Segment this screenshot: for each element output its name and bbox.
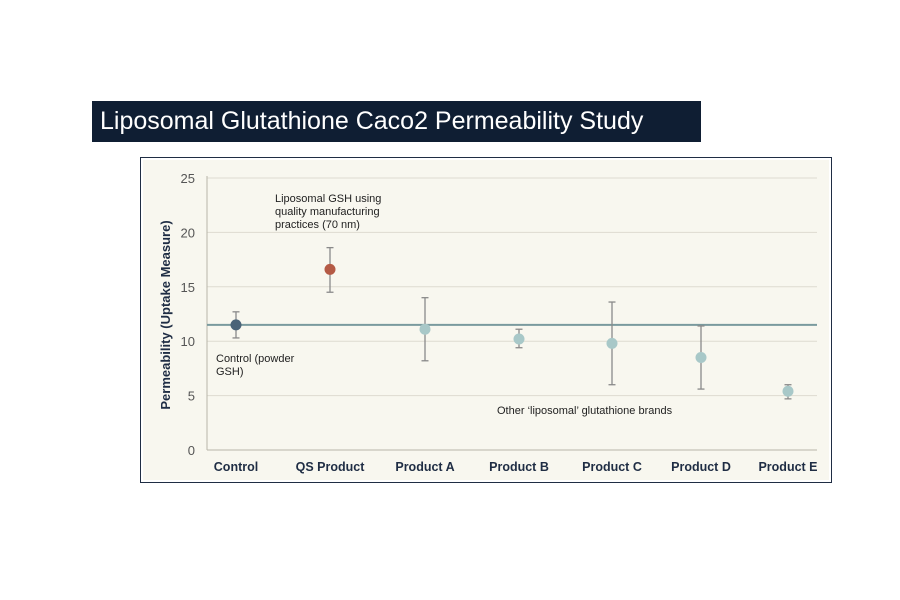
data-point [230,319,242,331]
chart-frame: Permeability (Uptake Measure) 0 5 10 15 20 25… [140,157,832,483]
category-label: Product C [582,460,642,474]
axes: 0 5 10 15 20 25 [181,171,817,458]
y-tick-label: 25 [181,171,195,186]
y-tick-label: 10 [181,334,195,349]
category-label: Product E [758,460,817,474]
annotation-line: Other ‘liposomal’ glutathione brands [497,405,673,417]
annotation-text: Other ‘liposomal’ glutathione brands [497,405,673,417]
annotation-line: GSH) [216,366,244,378]
annotation-text: Liposomal GSH using quality manufacturing… [275,193,381,231]
data-point [419,323,431,335]
annotation-text: Control (powder GSH) [216,353,295,378]
data-point [606,337,618,349]
category-label: Product A [395,460,454,474]
slide-title: Liposomal Glutathione Caco2 Permeability… [92,101,701,142]
gridlines [207,177,817,397]
y-tick-label: 20 [181,225,195,240]
category-label: Product B [489,460,549,474]
y-axis-label: Permeability (Uptake Measure) [158,220,173,409]
category-label: QS Product [296,460,366,474]
data-point [695,352,707,364]
category-label: Product D [671,460,731,474]
data-point [324,263,336,275]
data-points [230,263,794,397]
category-label: Control [214,460,258,474]
annotation-line: quality manufacturing [275,206,380,218]
annotation-line: practices (70 nm) [275,219,360,231]
data-point [513,333,525,345]
annotation-line: Liposomal GSH using [275,193,381,205]
y-tick-label: 0 [188,443,195,458]
annotation-line: Control (powder [216,353,295,365]
annotations: Liposomal GSH using quality manufacturing… [216,193,673,417]
category-labels: Control QS Product Product A Product B Produ… [214,460,818,474]
data-point [782,385,794,397]
plot-background [143,160,829,480]
permeability-chart: Permeability (Uptake Measure) 0 5 10 15 20 25… [143,160,829,480]
y-tick-label: 5 [188,389,195,404]
y-tick-label: 15 [181,280,195,295]
